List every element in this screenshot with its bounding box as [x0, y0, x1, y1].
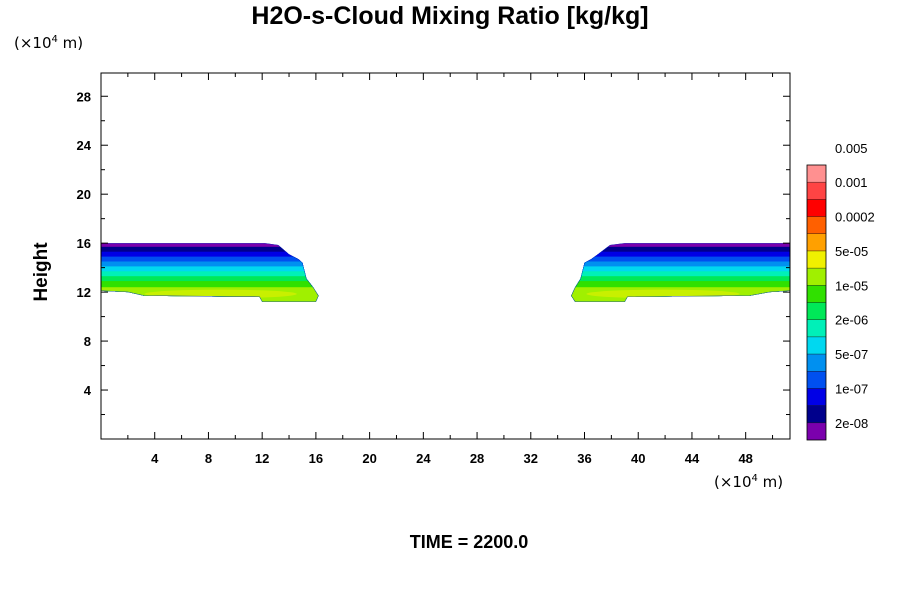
cloud-core [144, 289, 297, 299]
x-tick-label: 44 [685, 451, 700, 466]
x-tick-label: 32 [524, 451, 538, 466]
y-tick-label: 12 [77, 285, 91, 300]
cloud-contours [101, 243, 790, 302]
y-tick-label: 20 [77, 187, 91, 202]
y-tick-label: 16 [77, 236, 91, 251]
colorbar: 2e-08 1e-07 5e-07 2e-06 1e-05 5e-05 0.0002 0.00… [806, 141, 875, 441]
x-tick-label: 36 [577, 451, 591, 466]
colorbar-swatch [807, 405, 826, 423]
x-tick-label: 12 [255, 451, 269, 466]
x-tick-label: 24 [416, 451, 431, 466]
colorbar-swatch [807, 250, 826, 269]
cloud-region-right [571, 243, 790, 302]
chart-title: H2O-s-Cloud Mixing Ratio [kg/kg] [251, 2, 649, 30]
x-tick-label: 40 [631, 451, 645, 466]
plot-frame [100, 72, 791, 440]
y-tick-label: 28 [77, 89, 91, 104]
x-tick-label: 16 [309, 451, 323, 466]
colorbar-swatch [807, 354, 826, 372]
cloud-region-left [101, 243, 319, 302]
colorbar-swatch [807, 371, 826, 389]
colorbar-label: 0.001 [835, 175, 868, 190]
colorbar-label: 0.005 [835, 141, 868, 156]
colorbar-label: 5e-07 [835, 347, 868, 362]
y-tick-label: 8 [84, 334, 91, 349]
colorbar-label: 2e-06 [835, 313, 868, 328]
y-axis-unit: (×104 m) [14, 34, 84, 52]
y-tick-label: 24 [77, 138, 92, 153]
colorbar-swatch [807, 199, 826, 217]
colorbar-swatch [807, 165, 826, 183]
colorbar-swatch [807, 422, 826, 440]
colorbar-swatch [807, 302, 826, 320]
colorbar-swatch [807, 336, 826, 355]
x-tick-label: 48 [738, 451, 752, 466]
y-tick-label: 4 [84, 383, 92, 398]
colorbar-swatch [807, 216, 826, 234]
colorbar-swatch [807, 268, 826, 286]
x-tick-label: 4 [151, 451, 159, 466]
colorbar-label: 5e-05 [835, 244, 868, 259]
colorbar-label: 1e-05 [835, 278, 868, 293]
colorbar-swatch [807, 319, 826, 337]
colorbar-swatch [807, 285, 826, 303]
colorbar-swatch [807, 182, 826, 200]
colorbar-label: 1e-07 [835, 381, 868, 396]
colorbar-label: 0.0002 [835, 210, 875, 225]
colorbar-swatch [807, 233, 826, 251]
colorbar-label: 2e-08 [835, 416, 868, 431]
time-label: TIME = 2200.0 [409, 532, 529, 552]
colorbar-swatch [807, 388, 826, 406]
x-axis-unit: (×104 m) [714, 473, 784, 491]
x-tick-label: 8 [205, 451, 212, 466]
x-tick-label: 20 [362, 451, 376, 466]
x-tick-label: 28 [470, 451, 484, 466]
cloud-core [586, 289, 740, 299]
